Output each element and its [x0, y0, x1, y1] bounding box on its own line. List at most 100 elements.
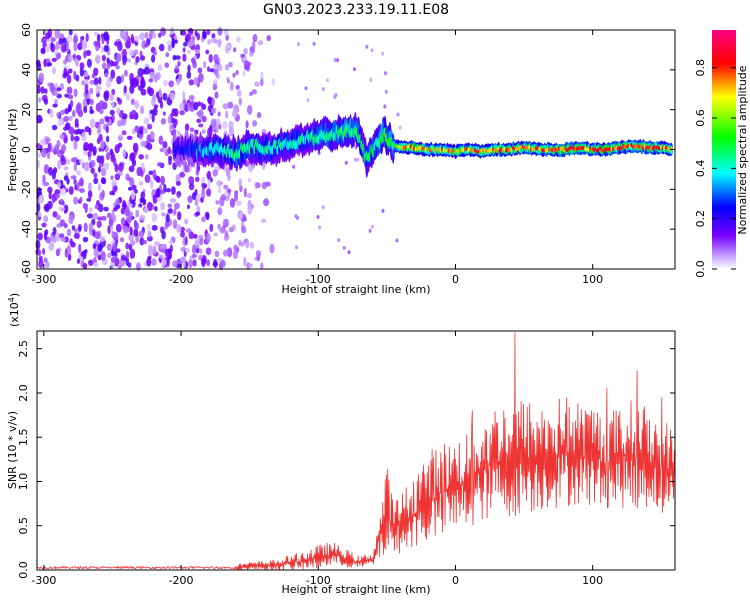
- spectrogram-cell: [160, 118, 167, 125]
- snr-ytick-label: 1.5: [17, 428, 30, 446]
- spectrogram-cell: [210, 118, 217, 128]
- spectrogram-cell: [669, 146, 674, 151]
- spectrogram-cell: [200, 102, 204, 108]
- spectrogram-cell: [134, 125, 140, 133]
- spectrogram-cell: [116, 97, 121, 102]
- spectrogram-cell: [128, 165, 135, 173]
- spectrogram-cell: [83, 161, 90, 172]
- spectrogram-cell: [173, 208, 177, 216]
- spectrogram-cell: [201, 116, 206, 123]
- spectrogram-cell: [347, 250, 351, 255]
- spectrogram-cell: [62, 37, 67, 44]
- spectrogram-cell: [104, 116, 110, 123]
- spectrogram-cell: [294, 214, 298, 219]
- spectrogram-cell: [82, 202, 89, 210]
- spectrogram-cell: [81, 40, 88, 50]
- spectrogram-cell: [306, 98, 310, 103]
- spectrogram-cell: [207, 127, 213, 137]
- spectrogram-cell: [196, 205, 200, 213]
- spectrogram-cell: [125, 250, 130, 260]
- spectrogram-cell: [83, 149, 88, 156]
- spectrogram-cell: [195, 211, 201, 216]
- spectrogram-cell: [239, 241, 245, 247]
- spectrogram-cell: [182, 90, 186, 101]
- spectrogram-cell: [219, 196, 225, 207]
- spectrogram-cell: [220, 259, 226, 268]
- spectrogram-cell: [40, 47, 46, 55]
- spectrogram-cell: [292, 164, 296, 169]
- spectrogram-cell: [48, 166, 53, 176]
- spectrogram-cell: [121, 74, 124, 83]
- spectrogram-cell: [93, 172, 98, 179]
- spectrogram-cell: [173, 118, 178, 126]
- spectrogram-cell: [113, 185, 118, 192]
- spectrogram-cell: [187, 102, 191, 112]
- spectrogram-cell: [74, 118, 79, 127]
- spectrogram-cell: [68, 186, 74, 195]
- spectrogram-cell: [175, 173, 181, 184]
- spectrogram-cell: [116, 75, 122, 85]
- spectrogram-cell: [51, 57, 57, 63]
- spectrogram-cell: [365, 44, 369, 49]
- spectrogram-cell: [125, 256, 129, 266]
- spectrogram-cell: [260, 78, 264, 87]
- spectrogram-cell: [172, 128, 177, 134]
- spectrogram-cell: [67, 253, 72, 261]
- spectrogram-cell: [160, 201, 166, 211]
- spectrogram-cell: [109, 225, 113, 231]
- spectrogram-cell: [118, 162, 124, 172]
- spectrogram-cell: [57, 181, 62, 188]
- spectrogram-cell: [83, 105, 88, 114]
- spectrogram-cell: [176, 224, 182, 233]
- spectrogram-cell: [168, 155, 173, 161]
- spectrogram-cell: [194, 30, 198, 37]
- spectrogram-cell: [43, 181, 50, 187]
- spectrogram-cell: [143, 127, 148, 134]
- spectrogram-cell: [38, 259, 44, 269]
- spectrogram-cell: [93, 77, 99, 86]
- spectrogram-cell: [94, 204, 99, 210]
- spectrogram-cell: [52, 227, 57, 235]
- spectrogram-cell: [151, 94, 157, 101]
- spectrogram-cell: [205, 247, 212, 256]
- spectrogram-cell: [125, 242, 130, 250]
- snr-frame: [36, 330, 676, 571]
- spectrogram-cell: [100, 140, 105, 150]
- spectrogram-cell: [174, 65, 179, 70]
- spectrogram-cell: [60, 42, 67, 53]
- spectrogram-cell: [103, 206, 109, 212]
- spectrogram-cell: [160, 258, 167, 267]
- spectrogram-cell: [58, 233, 65, 239]
- spectrogram-cell: [66, 86, 73, 95]
- spectrogram-cell: [177, 211, 182, 221]
- spectrogram-cell: [235, 70, 239, 76]
- spectrogram-cell: [58, 38, 63, 45]
- spectrogram-cell: [88, 222, 94, 233]
- spectrogram-cell: [225, 110, 229, 119]
- spectrogram-cell: [201, 129, 206, 135]
- spectrogram-cell: [63, 59, 68, 65]
- spectrogram-cell: [79, 159, 83, 164]
- spectrogram-cell: [213, 258, 218, 268]
- spectrogram-cell: [142, 198, 147, 206]
- spectrogram-cell: [64, 93, 69, 98]
- colorbar-tick-label: 0.4: [694, 160, 707, 178]
- spectrogram-cell: [101, 215, 107, 221]
- spectrogram-cell: [176, 78, 180, 86]
- spectrogram-cell: [83, 222, 88, 233]
- spectrogram-cell: [222, 103, 229, 110]
- spectrogram-cell: [336, 58, 339, 63]
- spectrogram-cell: [61, 144, 67, 153]
- spectrogram-cell: [149, 131, 155, 141]
- spectrogram-cell: [141, 239, 148, 245]
- spectrogram-cell: [93, 247, 99, 258]
- spectrogram-cell: [37, 212, 42, 218]
- spectrogram-cell: [38, 72, 45, 83]
- spectrogram-cell: [70, 134, 74, 142]
- spectrogram-cell: [104, 72, 108, 78]
- spectrogram-cell: [188, 28, 194, 34]
- spectrogram-cell: [271, 78, 276, 86]
- spectrogram-cell: [83, 50, 87, 59]
- spectrogram-cell: [244, 60, 250, 70]
